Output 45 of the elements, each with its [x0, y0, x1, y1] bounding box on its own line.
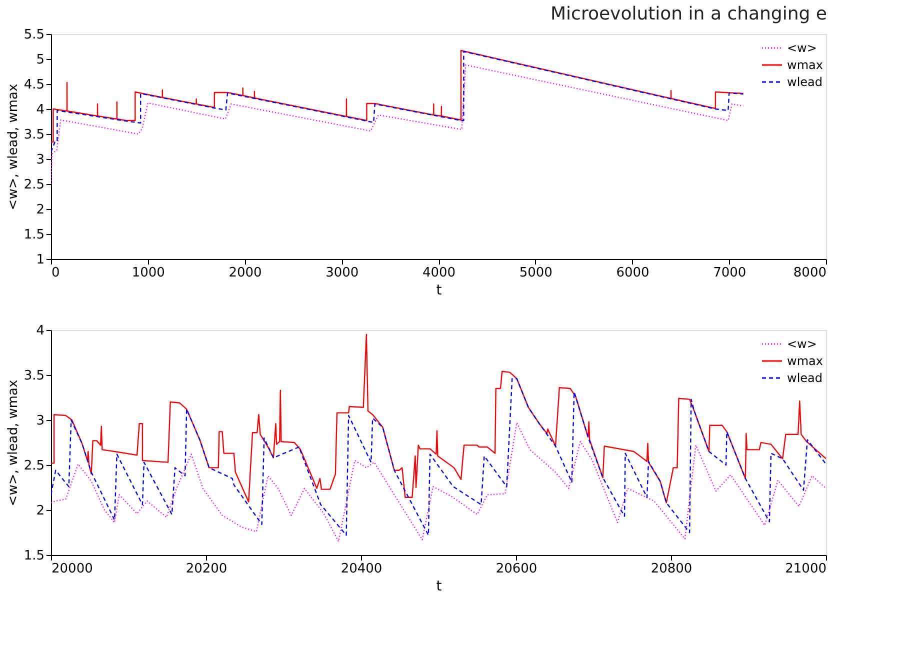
y-tick-label: 4 — [36, 324, 44, 338]
chart-title: Microevolution in a changing e — [550, 4, 827, 24]
legend-label: <w> — [787, 41, 817, 55]
y-tick-label: 5 — [36, 52, 44, 68]
y-tick-label: 2.5 — [24, 458, 44, 474]
y-tick-label: 4 — [36, 102, 44, 118]
x-tick-label: 20600 — [496, 562, 538, 576]
x-tick-label: 1000 — [132, 266, 165, 280]
legend-label: <w> — [787, 337, 817, 351]
x-tick-label: 0 — [52, 266, 60, 280]
y-tick-label: 3.5 — [24, 368, 44, 384]
legend-label: wmax — [787, 354, 823, 368]
y-tick-label: 2.5 — [24, 178, 44, 192]
x-tick-label: 2000 — [228, 266, 262, 280]
legend-label: wlead — [787, 371, 823, 385]
x-tick-label: 21000 — [785, 562, 826, 576]
x-tick-label: 20000 — [52, 562, 93, 576]
y-tick-label: 5.5 — [24, 28, 44, 42]
x-tick-label: 20800 — [650, 562, 692, 576]
line-series — [51, 422, 826, 542]
y-tick-label: 3 — [36, 414, 44, 428]
x-axis-title: t — [436, 578, 442, 594]
x-tick-label: 6000 — [616, 266, 650, 280]
legend-label: wmax — [787, 58, 823, 72]
line-series — [51, 64, 744, 185]
y-tick-label: 2 — [36, 202, 44, 218]
x-tick-label: 5000 — [519, 266, 552, 280]
y-tick-label: 4.5 — [24, 78, 44, 92]
x-tick-label: 3000 — [326, 266, 359, 280]
y-axis-title: <w>, wlead, wmax — [6, 84, 21, 210]
line-series — [51, 334, 826, 504]
x-tick-label: 20400 — [340, 562, 382, 576]
y-tick-label: 2 — [36, 504, 44, 518]
y-tick-label: 1.5 — [24, 228, 44, 242]
y-tick-label: 3.5 — [24, 128, 44, 142]
x-tick-label: 8000 — [793, 266, 826, 280]
y-tick-label: 3 — [36, 152, 44, 168]
y-tick-label: 1 — [36, 252, 44, 268]
x-axis-title: t — [436, 282, 442, 298]
x-tick-label: 4000 — [422, 266, 456, 280]
y-axis-title: <w>, wlead, wmax — [6, 380, 21, 506]
legend-label: wlead — [787, 75, 823, 89]
x-tick-label: 7000 — [713, 266, 746, 280]
y-tick-label: 1.5 — [24, 548, 44, 564]
x-tick-label: 20200 — [186, 562, 228, 576]
